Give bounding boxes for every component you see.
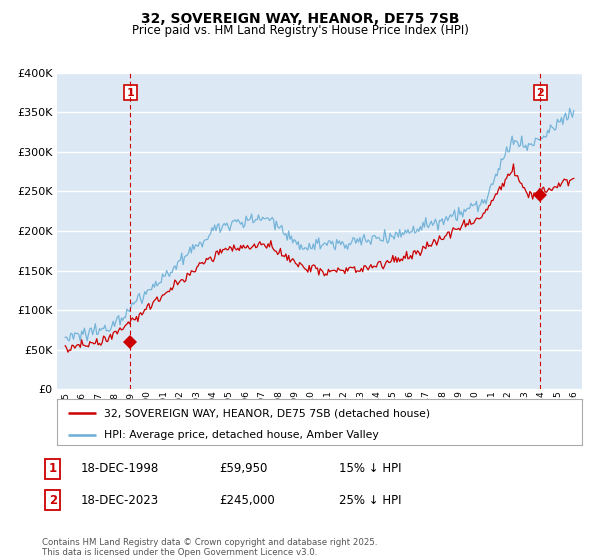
Text: Price paid vs. HM Land Registry's House Price Index (HPI): Price paid vs. HM Land Registry's House …: [131, 24, 469, 36]
Text: 32, SOVEREIGN WAY, HEANOR, DE75 7SB: 32, SOVEREIGN WAY, HEANOR, DE75 7SB: [141, 12, 459, 26]
Text: 18-DEC-2023: 18-DEC-2023: [81, 493, 159, 507]
Text: 18-DEC-1998: 18-DEC-1998: [81, 462, 159, 475]
Text: 15% ↓ HPI: 15% ↓ HPI: [339, 462, 401, 475]
Text: £245,000: £245,000: [219, 493, 275, 507]
Text: Contains HM Land Registry data © Crown copyright and database right 2025.
This d: Contains HM Land Registry data © Crown c…: [42, 538, 377, 557]
Text: 25% ↓ HPI: 25% ↓ HPI: [339, 493, 401, 507]
Text: 2: 2: [49, 493, 57, 507]
Text: HPI: Average price, detached house, Amber Valley: HPI: Average price, detached house, Ambe…: [104, 430, 379, 440]
Text: 32, SOVEREIGN WAY, HEANOR, DE75 7SB (detached house): 32, SOVEREIGN WAY, HEANOR, DE75 7SB (det…: [104, 408, 430, 418]
Text: 1: 1: [49, 462, 57, 475]
Text: 1: 1: [126, 87, 134, 97]
Text: £59,950: £59,950: [219, 462, 268, 475]
Text: 2: 2: [536, 87, 544, 97]
